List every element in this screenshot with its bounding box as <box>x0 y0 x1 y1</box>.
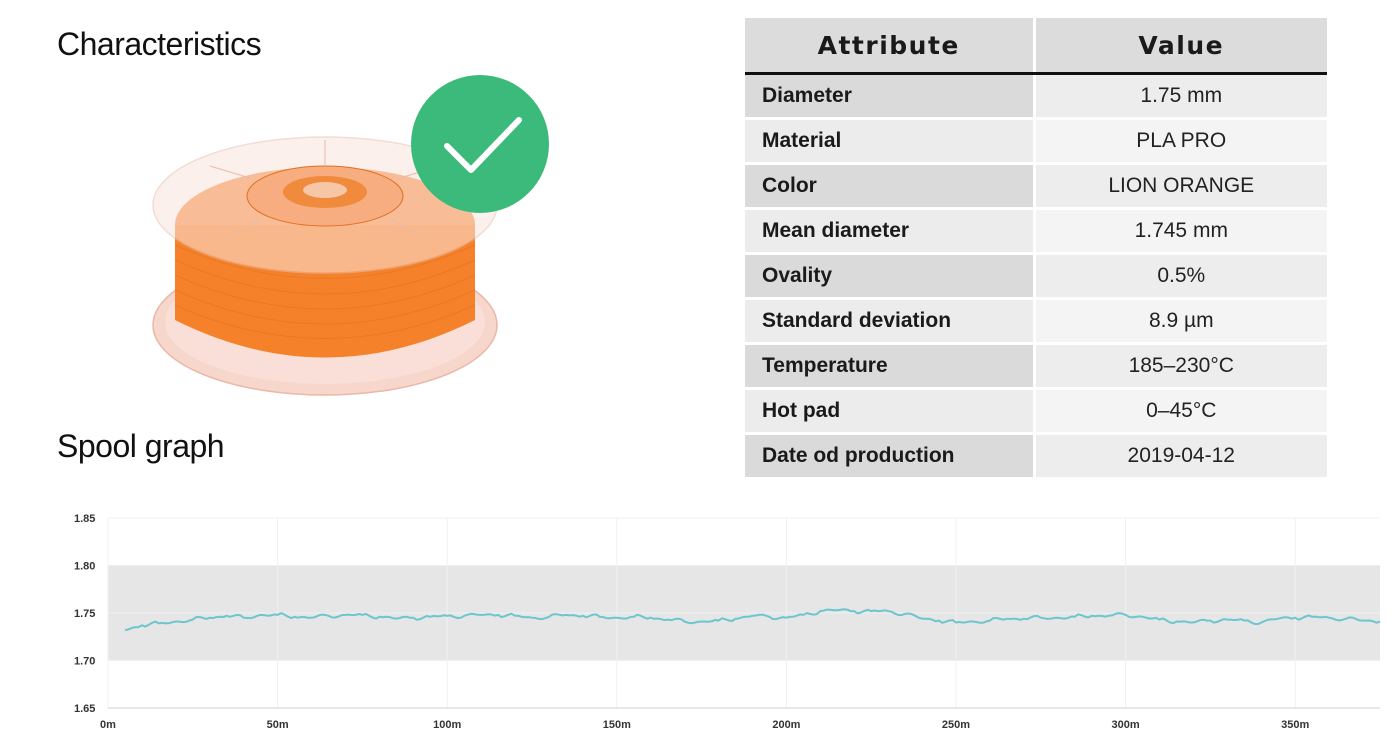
table-row: Hot pad 0–45°C <box>745 387 1327 434</box>
attribute-cell: Ovality <box>745 252 1034 299</box>
table-row: Standard deviation 8.9 µm <box>745 297 1327 344</box>
value-cell: 1.75 mm <box>1032 72 1327 119</box>
value-cell: LION ORANGE <box>1032 162 1327 209</box>
y-tick-label: 1.70 <box>74 656 95 668</box>
x-tick-label: 0m <box>100 719 116 731</box>
diameter-series-line <box>124 608 1381 632</box>
table-row: Diameter 1.75 mm <box>745 72 1327 119</box>
x-tick-label: 200m <box>772 719 800 731</box>
x-tick-label: 150m <box>603 719 631 731</box>
checkmark-icon <box>411 75 549 213</box>
y-tick-label: 1.65 <box>74 703 95 715</box>
value-cell: 185–230°C <box>1032 342 1327 389</box>
attribute-cell: Color <box>745 162 1034 209</box>
attribute-column-header: Attribute <box>745 18 1034 75</box>
value-cell: PLA PRO <box>1032 117 1327 164</box>
x-tick-label: 50m <box>267 719 289 731</box>
value-cell: 1.745 mm <box>1032 207 1327 254</box>
table-row: Material PLA PRO <box>745 117 1327 164</box>
spool-diameter-chart: 1.65 1.70 1.75 1.80 1.85 0m 50m 100m 150m 200m 250… <box>60 505 1396 754</box>
y-tick-label: 1.75 <box>74 608 95 620</box>
x-tick-label: 250m <box>942 719 970 731</box>
value-cell: 0–45°C <box>1032 387 1327 434</box>
x-tick-label: 300m <box>1112 719 1140 731</box>
value-cell: 8.9 µm <box>1032 297 1327 344</box>
filament-spool-image <box>140 100 510 400</box>
chart-canvas: 1.65 1.70 1.75 1.80 1.85 0m 50m 100m 150m 200m 250… <box>74 513 1381 731</box>
characteristics-heading: Characteristics <box>57 26 262 62</box>
value-cell: 2019-04-12 <box>1032 432 1327 477</box>
attribute-cell: Material <box>745 117 1034 164</box>
attribute-cell: Diameter <box>745 72 1034 119</box>
attribute-cell: Hot pad <box>745 387 1034 434</box>
attribute-cell: Standard deviation <box>745 297 1034 344</box>
table-row: Date od production 2019-04-12 <box>745 432 1327 477</box>
table-header-row: Attribute Value <box>745 18 1327 75</box>
table-row: Color LION ORANGE <box>745 162 1327 209</box>
y-tick-label: 1.85 <box>74 513 95 525</box>
y-tick-label: 1.80 <box>74 561 95 573</box>
value-column-header: Value <box>1032 18 1327 75</box>
x-tick-label: 350m <box>1281 719 1309 731</box>
table-row: Mean diameter 1.745 mm <box>745 207 1327 254</box>
attribute-cell: Temperature <box>745 342 1034 389</box>
spool-graph-heading: Spool graph <box>57 428 225 464</box>
attribute-cell: Date od production <box>745 432 1034 477</box>
attributes-table: Attribute Value Diameter 1.75 mm Materia… <box>745 18 1327 477</box>
value-cell: 0.5% <box>1032 252 1327 299</box>
table-row: Temperature 185–230°C <box>745 342 1327 389</box>
table-row: Ovality 0.5% <box>745 252 1327 299</box>
x-tick-label: 100m <box>433 719 461 731</box>
attribute-cell: Mean diameter <box>745 207 1034 254</box>
